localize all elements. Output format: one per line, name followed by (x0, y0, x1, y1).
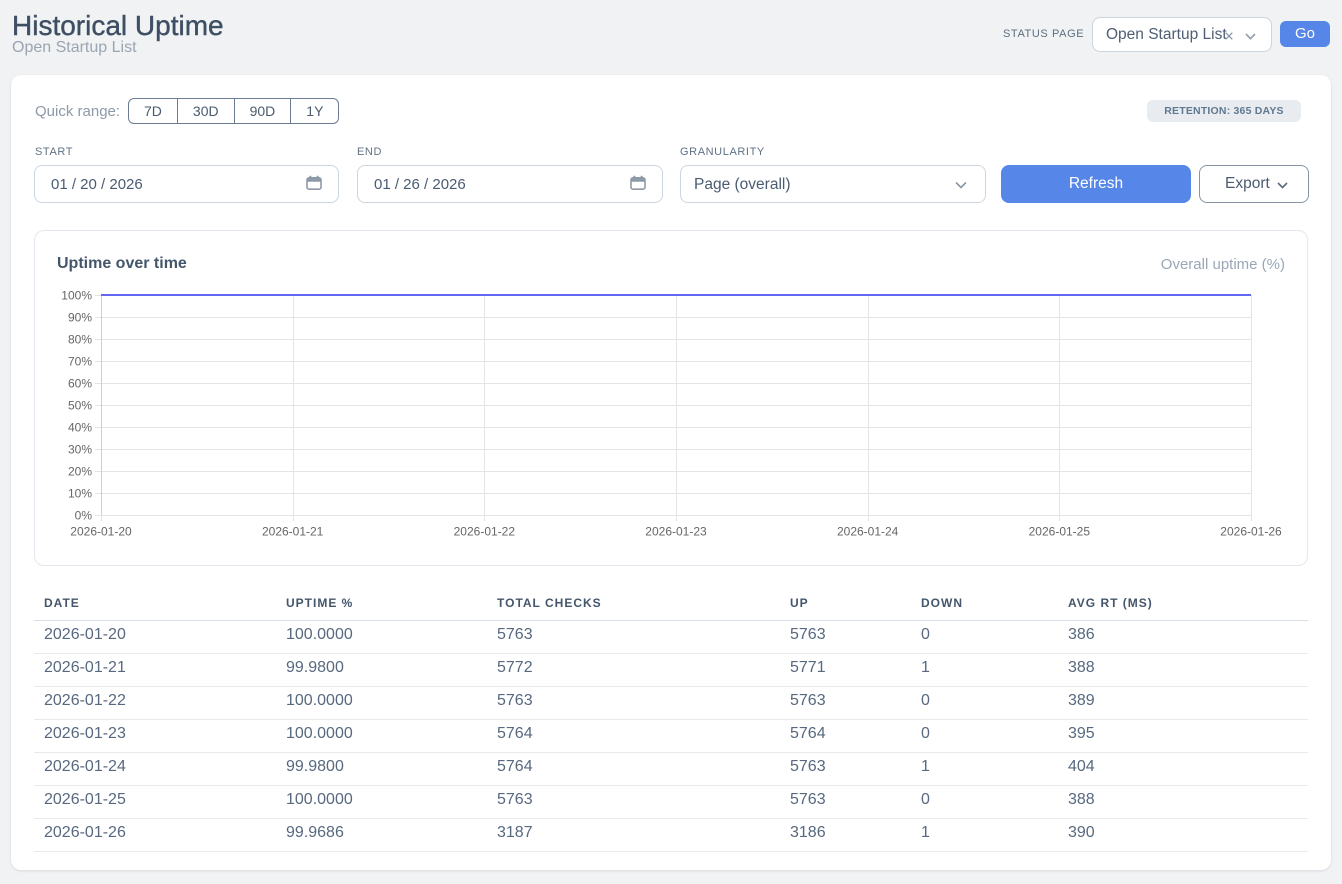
svg-text:90%: 90% (68, 311, 92, 325)
svg-text:20%: 20% (68, 465, 92, 479)
svg-text:2026-01-26: 2026-01-26 (1220, 525, 1282, 539)
svg-text:2026-01-24: 2026-01-24 (837, 525, 899, 539)
svg-text:60%: 60% (68, 377, 92, 391)
svg-text:40%: 40% (68, 421, 92, 435)
svg-text:2026-01-21: 2026-01-21 (262, 525, 324, 539)
svg-text:0%: 0% (75, 509, 93, 523)
svg-text:70%: 70% (68, 355, 92, 369)
svg-text:2026-01-20: 2026-01-20 (70, 525, 132, 539)
svg-text:100%: 100% (61, 289, 92, 303)
svg-text:10%: 10% (68, 487, 92, 501)
svg-text:50%: 50% (68, 399, 92, 413)
svg-text:2026-01-23: 2026-01-23 (645, 525, 707, 539)
svg-text:30%: 30% (68, 443, 92, 457)
svg-text:80%: 80% (68, 333, 92, 347)
svg-text:2026-01-22: 2026-01-22 (454, 525, 516, 539)
svg-text:2026-01-25: 2026-01-25 (1029, 525, 1091, 539)
